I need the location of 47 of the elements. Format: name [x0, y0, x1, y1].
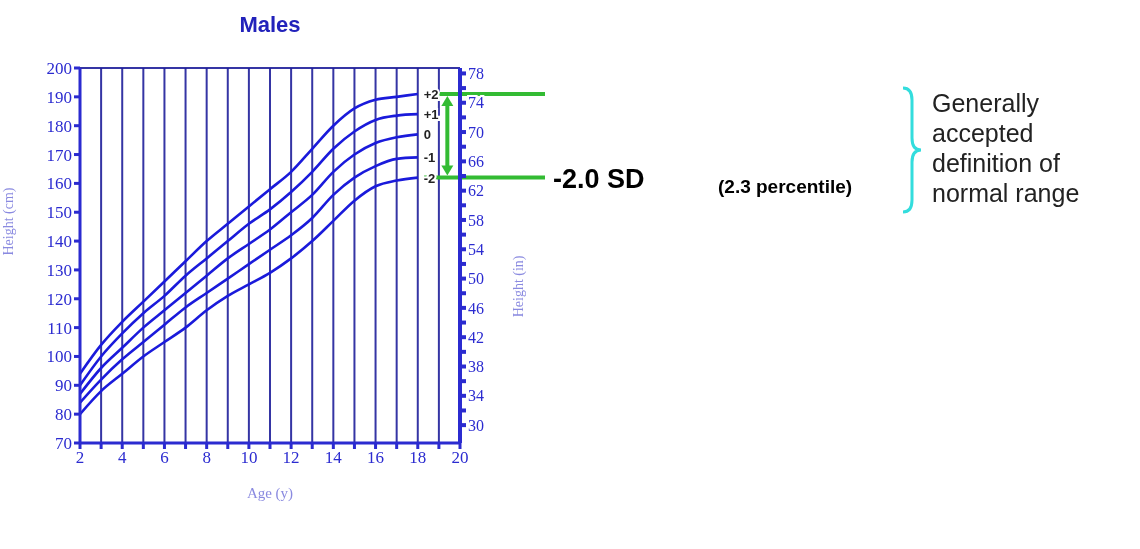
y2-tick-label: 46 [468, 299, 484, 317]
y2-tick-label: 34 [468, 387, 484, 405]
chart-title: Males [238, 12, 302, 38]
text: (2.3 percentile) [718, 175, 853, 198]
y-tick-label: 170 [46, 145, 72, 165]
y-tick-label: 150 [46, 203, 72, 223]
y2-axis-title: Height (in) [510, 255, 527, 318]
y-tick-label: 100 [46, 347, 72, 367]
text: Generally accepted definition of normal range [932, 88, 1081, 208]
y2-tick-label: 50 [468, 270, 484, 288]
y2-tick-label: 70 [468, 123, 484, 141]
y-tick-label: 80 [55, 405, 72, 425]
x-tick-label: 6 [160, 448, 169, 468]
y2-tick-label: 54 [468, 240, 484, 258]
text: -2.0 SD [553, 163, 645, 195]
y-tick-label: 90 [55, 376, 72, 396]
y2-tick-label: 42 [468, 328, 484, 346]
y-tick-label: 180 [46, 116, 72, 136]
series-label: +1 [423, 107, 439, 123]
x-tick-label: 4 [117, 448, 127, 468]
y2-tick-label: 58 [468, 211, 484, 229]
y-tick-label: 110 [47, 318, 72, 338]
y-tick-label: 70 [55, 434, 72, 454]
y2-tick-label: 78 [468, 65, 484, 83]
y-tick-label: 160 [46, 174, 72, 194]
y-tick-label: 200 [46, 59, 72, 79]
y2-tick-label: 66 [468, 153, 484, 171]
x-tick-label: 10 [240, 448, 258, 468]
x-axis-title: Age (y) [246, 485, 294, 502]
x-tick-label: 2 [75, 448, 85, 468]
x-tick-label: 12 [282, 448, 300, 468]
y-tick-label: 130 [46, 260, 72, 280]
x-tick-label: 18 [409, 448, 427, 468]
y2-tick-label: 74 [468, 94, 484, 112]
y-tick-label: 140 [46, 232, 72, 252]
series-label: 0 [423, 127, 432, 143]
y2-tick-label: 30 [468, 416, 484, 434]
series-label: -1 [423, 150, 436, 166]
y-tick-label: 190 [46, 87, 72, 107]
x-tick-label: 14 [324, 448, 343, 468]
x-tick-label: 20 [451, 448, 469, 468]
x-tick-label: 16 [367, 448, 385, 468]
y-tick-label: 120 [46, 289, 72, 309]
y2-tick-label: 38 [468, 358, 484, 376]
y2-tick-label: 62 [468, 182, 484, 200]
x-tick-label: 8 [202, 448, 211, 468]
y-axis-title: Height (cm) [0, 187, 17, 256]
